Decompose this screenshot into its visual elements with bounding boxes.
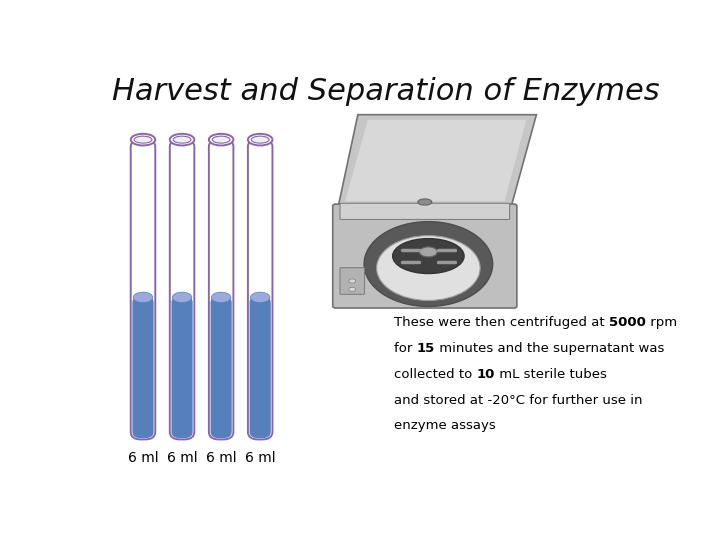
Text: 15: 15 bbox=[417, 342, 435, 355]
Ellipse shape bbox=[349, 279, 356, 283]
FancyBboxPatch shape bbox=[131, 139, 156, 440]
Text: Harvest and Separation of Enzymes: Harvest and Separation of Enzymes bbox=[112, 77, 660, 106]
Text: minutes and the supernatant was: minutes and the supernatant was bbox=[435, 342, 665, 355]
Ellipse shape bbox=[209, 134, 233, 145]
Ellipse shape bbox=[420, 247, 437, 257]
FancyBboxPatch shape bbox=[209, 139, 233, 440]
Text: rpm: rpm bbox=[646, 316, 677, 329]
FancyBboxPatch shape bbox=[170, 139, 194, 440]
Text: enzyme assays: enzyme assays bbox=[394, 420, 496, 433]
Text: for: for bbox=[394, 342, 417, 355]
Polygon shape bbox=[345, 120, 526, 201]
Ellipse shape bbox=[392, 239, 464, 274]
Text: mL sterile tubes: mL sterile tubes bbox=[495, 368, 607, 381]
Text: 6 ml: 6 ml bbox=[167, 451, 197, 465]
Ellipse shape bbox=[251, 292, 270, 302]
Ellipse shape bbox=[134, 136, 152, 143]
Ellipse shape bbox=[212, 292, 231, 302]
Text: 6 ml: 6 ml bbox=[206, 451, 236, 465]
Ellipse shape bbox=[248, 134, 272, 145]
Polygon shape bbox=[338, 114, 536, 206]
FancyBboxPatch shape bbox=[250, 296, 271, 438]
Ellipse shape bbox=[212, 136, 230, 143]
Ellipse shape bbox=[172, 292, 192, 302]
FancyBboxPatch shape bbox=[340, 268, 364, 294]
Ellipse shape bbox=[173, 136, 191, 143]
Ellipse shape bbox=[251, 136, 269, 143]
Ellipse shape bbox=[377, 235, 480, 300]
Text: and stored at -20°C for further use in: and stored at -20°C for further use in bbox=[394, 394, 643, 407]
Text: 6 ml: 6 ml bbox=[127, 451, 158, 465]
FancyBboxPatch shape bbox=[210, 296, 232, 438]
FancyBboxPatch shape bbox=[248, 139, 272, 440]
Text: 10: 10 bbox=[477, 368, 495, 381]
Text: collected to: collected to bbox=[394, 368, 477, 381]
FancyBboxPatch shape bbox=[333, 204, 517, 308]
FancyBboxPatch shape bbox=[340, 203, 510, 219]
Ellipse shape bbox=[131, 134, 156, 145]
Ellipse shape bbox=[170, 134, 194, 145]
Text: 6 ml: 6 ml bbox=[245, 451, 276, 465]
FancyBboxPatch shape bbox=[132, 296, 153, 438]
Ellipse shape bbox=[349, 287, 356, 292]
Ellipse shape bbox=[364, 221, 492, 307]
Ellipse shape bbox=[418, 199, 432, 205]
FancyBboxPatch shape bbox=[171, 296, 193, 438]
Text: These were then centrifuged at: These were then centrifuged at bbox=[394, 316, 609, 329]
Ellipse shape bbox=[133, 292, 153, 302]
Text: 5000: 5000 bbox=[609, 316, 646, 329]
